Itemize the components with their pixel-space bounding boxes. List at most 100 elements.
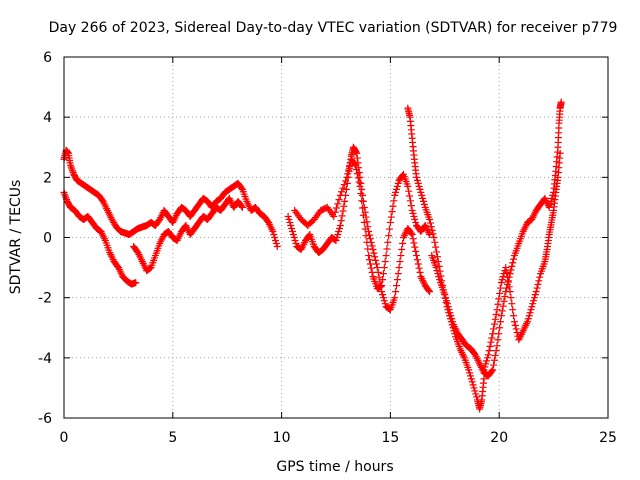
- data-point: [412, 247, 420, 255]
- data-point: [433, 253, 441, 261]
- series-track-h: [480, 149, 564, 374]
- data-point: [407, 229, 415, 237]
- data-points: [60, 98, 565, 413]
- data-point: [490, 325, 498, 333]
- data-point: [523, 318, 531, 326]
- data-point: [525, 312, 533, 320]
- data-point: [416, 185, 424, 193]
- data-point: [370, 249, 378, 257]
- data-point: [366, 260, 374, 268]
- data-point: [339, 207, 347, 215]
- data-point: [493, 306, 501, 314]
- data-point: [530, 297, 538, 305]
- data-point: [398, 246, 406, 254]
- data-point: [529, 300, 537, 308]
- data-point: [510, 255, 518, 263]
- data-point: [418, 191, 426, 199]
- data-point: [379, 291, 387, 299]
- data-point: [413, 252, 421, 260]
- data-point: [473, 393, 481, 401]
- data-point: [371, 253, 379, 261]
- data-point: [396, 258, 404, 266]
- y-tick-label: 6: [43, 50, 52, 66]
- data-point: [489, 366, 497, 374]
- data-point: [404, 182, 412, 190]
- data-point: [448, 315, 456, 323]
- data-point: [343, 173, 351, 181]
- data-point: [413, 173, 421, 181]
- data-point: [359, 204, 367, 212]
- data-point: [340, 202, 348, 210]
- data-point: [335, 196, 343, 204]
- data-point: [385, 232, 393, 240]
- data-point: [510, 312, 518, 320]
- series-track-d: [284, 143, 434, 314]
- data-point: [340, 181, 348, 189]
- data-point: [287, 221, 295, 229]
- data-point: [269, 227, 277, 235]
- data-point: [378, 282, 386, 290]
- data-point: [444, 303, 452, 311]
- data-point: [408, 206, 416, 214]
- series-track-c: [130, 194, 246, 275]
- data-point: [497, 284, 505, 292]
- data-point: [362, 232, 370, 240]
- data-point: [334, 230, 342, 238]
- data-point: [491, 351, 499, 359]
- data-point: [390, 197, 398, 205]
- data-point: [381, 258, 389, 266]
- data-point: [378, 288, 386, 296]
- data-point: [332, 237, 340, 245]
- data-point: [428, 226, 436, 234]
- data-point: [339, 184, 347, 192]
- data-point: [379, 276, 387, 284]
- data-point: [415, 182, 423, 190]
- data-point: [524, 315, 532, 323]
- data-point: [414, 260, 422, 268]
- data-point: [435, 273, 443, 281]
- data-point: [290, 234, 298, 241]
- data-point: [490, 356, 498, 364]
- data-point: [471, 387, 479, 395]
- data-point: [345, 163, 353, 171]
- data-point: [387, 213, 395, 221]
- data-point: [352, 166, 360, 174]
- data-point: [432, 243, 440, 251]
- data-point: [425, 286, 433, 294]
- data-point: [288, 224, 296, 232]
- data-point: [330, 212, 338, 220]
- data-point: [399, 240, 407, 248]
- data-point: [492, 311, 500, 319]
- data-point: [434, 258, 442, 266]
- data-point: [467, 375, 475, 383]
- data-point: [499, 302, 507, 310]
- data-point: [381, 300, 389, 308]
- data-point: [466, 372, 474, 380]
- data-point: [394, 270, 402, 278]
- data-point: [505, 283, 513, 291]
- data-point: [377, 282, 385, 290]
- data-point: [271, 234, 279, 241]
- data-point: [291, 237, 299, 245]
- data-point: [335, 224, 343, 232]
- data-point: [338, 212, 346, 220]
- data-point: [497, 318, 505, 326]
- data-point: [499, 273, 507, 281]
- data-point: [429, 230, 437, 238]
- x-tick-label: 20: [490, 430, 508, 446]
- data-point: [497, 312, 505, 320]
- data-point: [536, 273, 544, 281]
- data-point: [288, 227, 296, 235]
- data-point: [352, 161, 360, 169]
- data-point: [353, 149, 361, 157]
- data-point: [331, 208, 339, 216]
- data-point: [374, 268, 382, 276]
- data-point: [557, 98, 565, 106]
- data-point: [466, 369, 474, 377]
- data-point: [361, 225, 369, 233]
- data-point: [556, 149, 564, 157]
- data-point: [358, 197, 366, 205]
- data-point: [545, 203, 553, 211]
- data-point: [498, 276, 506, 284]
- data-point: [496, 289, 504, 297]
